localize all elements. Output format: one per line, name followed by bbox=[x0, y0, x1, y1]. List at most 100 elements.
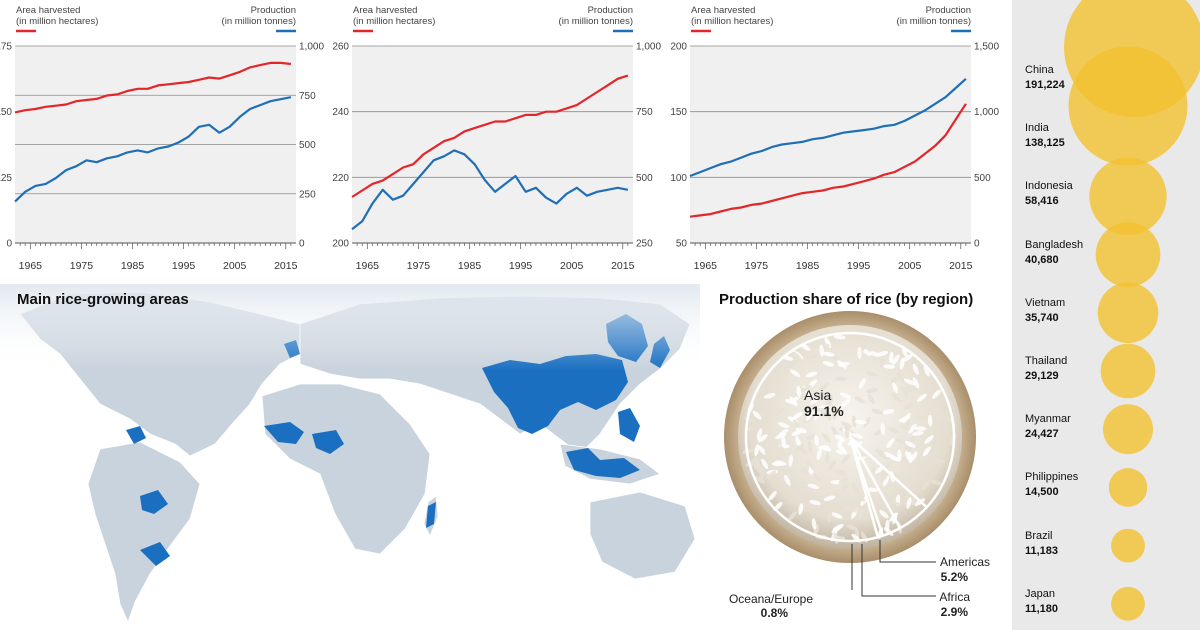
rice-grain bbox=[858, 378, 866, 389]
right-axis-sublabel: (in million tonnes) bbox=[897, 16, 971, 27]
rice-grain bbox=[855, 493, 866, 502]
rice-grain bbox=[892, 393, 902, 403]
rice-grain bbox=[924, 435, 934, 444]
left-tick-label: 240 bbox=[332, 107, 349, 118]
rice-grain bbox=[766, 438, 778, 445]
rice-grain bbox=[916, 393, 927, 402]
ranking-item: Vietnam 35,740 bbox=[1025, 296, 1065, 326]
rice-grain bbox=[932, 459, 945, 464]
rice-grain bbox=[788, 454, 794, 467]
rice-grain bbox=[886, 438, 895, 449]
rice-grain bbox=[912, 377, 920, 389]
x-tick-label: 1965 bbox=[19, 260, 43, 272]
bubble-myanmar bbox=[1103, 404, 1153, 455]
map-title: Main rice-growing areas bbox=[17, 291, 189, 308]
x-tick-label: 1995 bbox=[847, 260, 871, 272]
country-value: 40,680 bbox=[1025, 253, 1059, 266]
americas-pct: 5.2% bbox=[941, 570, 969, 584]
ranking-item: Myanmar 24,427 bbox=[1025, 412, 1071, 442]
rice-grain bbox=[761, 458, 769, 470]
rice-grain bbox=[903, 403, 915, 411]
rice-grain bbox=[851, 433, 864, 439]
right-tick-label: 500 bbox=[299, 140, 316, 151]
rice-grain bbox=[834, 469, 846, 476]
right-tick-label: 0 bbox=[974, 239, 980, 250]
rice-grain bbox=[796, 385, 802, 398]
rice-grain bbox=[757, 434, 768, 443]
rice-grain bbox=[815, 407, 828, 413]
rice-grain bbox=[866, 487, 879, 493]
x-tick-label: 1985 bbox=[121, 260, 145, 272]
production-line bbox=[14, 96, 292, 203]
rice-grain bbox=[752, 410, 762, 420]
asia-pct: 91.1% bbox=[804, 403, 844, 419]
country-value: 191,224 bbox=[1025, 79, 1065, 91]
africa-label: Africa bbox=[939, 590, 970, 604]
plot-background bbox=[352, 46, 633, 243]
x-tick-label: 1975 bbox=[745, 260, 769, 272]
ranking-item: China 191,224 bbox=[1025, 63, 1065, 93]
right-tick-label: 250 bbox=[636, 239, 653, 250]
rice-grain bbox=[885, 519, 890, 532]
country-value: 138,125 bbox=[1025, 137, 1065, 150]
rice-grain bbox=[749, 456, 757, 468]
rice-grain bbox=[814, 434, 819, 447]
rice-grain bbox=[920, 385, 932, 392]
rice-grain bbox=[807, 483, 820, 489]
rice-grain bbox=[781, 435, 786, 448]
country-value: 14,500 bbox=[1025, 486, 1059, 499]
rice-grain bbox=[819, 382, 829, 391]
rice-grain bbox=[811, 517, 817, 530]
ranking-item: India 138,125 bbox=[1025, 121, 1065, 151]
rice-grain bbox=[791, 429, 803, 436]
share-pie-rim bbox=[744, 331, 956, 543]
ranking-item: Brazil 11,183 bbox=[1025, 529, 1058, 559]
rice-grain bbox=[927, 414, 933, 427]
rice-grain bbox=[779, 444, 786, 456]
map-sky-fade bbox=[0, 284, 700, 630]
country-value: 58,416 bbox=[1025, 195, 1059, 208]
country-name: Philippines bbox=[1025, 471, 1079, 484]
rice-grain bbox=[865, 388, 878, 394]
africa-leader bbox=[861, 544, 936, 597]
rice-grain bbox=[805, 371, 818, 378]
rice-grain bbox=[769, 455, 782, 461]
rice-grain bbox=[756, 428, 763, 440]
right-tick-label: 1,000 bbox=[299, 42, 324, 53]
oceana-europe-label: Oceana/Europe bbox=[729, 592, 813, 606]
left-tick-label: 200 bbox=[332, 239, 349, 250]
right-axis-label: Production bbox=[926, 5, 971, 16]
left-tick-label: 100 bbox=[670, 173, 687, 184]
rice-grain bbox=[792, 411, 803, 420]
country-name: Vietnam bbox=[1025, 296, 1066, 309]
rice-grain bbox=[923, 365, 930, 377]
ranking-item: Thailand 29,129 bbox=[1025, 354, 1067, 384]
x-tick-label: 1975 bbox=[70, 260, 94, 272]
left-tick-label: 150 bbox=[0, 107, 12, 118]
rice-grain bbox=[865, 371, 878, 377]
rice-grain bbox=[889, 500, 901, 507]
rice-grain bbox=[806, 458, 813, 471]
rice-grain bbox=[880, 423, 885, 436]
rice-grain bbox=[812, 472, 822, 482]
left-tick-label: 50 bbox=[676, 239, 688, 250]
bubble-thailand bbox=[1100, 343, 1156, 399]
rice-grain bbox=[902, 457, 912, 466]
bubble-brazil bbox=[1111, 528, 1145, 563]
rice-grain bbox=[795, 436, 801, 448]
rice-grain bbox=[834, 434, 846, 442]
rice-grain bbox=[879, 509, 889, 519]
right-axis-label: Production bbox=[251, 5, 296, 16]
rice-grain bbox=[879, 356, 885, 369]
right-tick-label: 1,000 bbox=[974, 107, 999, 118]
x-tick-label: 1985 bbox=[796, 260, 820, 272]
americas-leader bbox=[879, 540, 936, 563]
rice-grain bbox=[793, 419, 800, 430]
country-name: Japan bbox=[1025, 587, 1055, 600]
rice-grain bbox=[833, 334, 846, 340]
rice-grain bbox=[800, 384, 812, 392]
rice-grain bbox=[922, 446, 931, 457]
rice-grain bbox=[930, 479, 943, 486]
rice-grain bbox=[863, 416, 871, 428]
country-name: Bangladesh bbox=[1025, 238, 1084, 251]
